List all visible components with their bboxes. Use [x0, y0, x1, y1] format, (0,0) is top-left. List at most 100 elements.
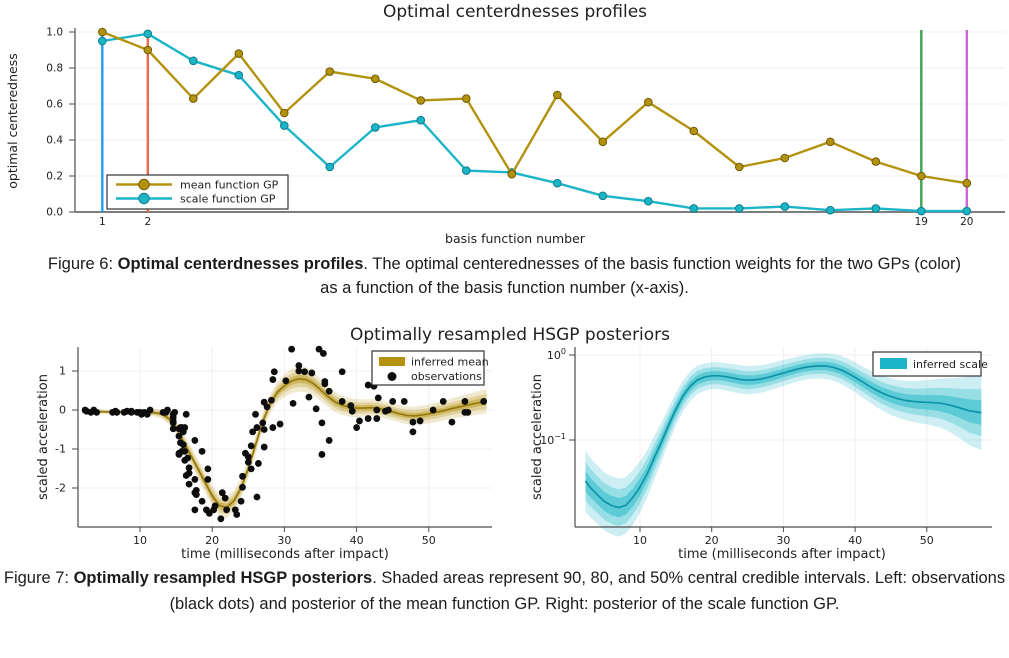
figure6-caption-prefix: Figure 6:: [47, 255, 118, 273]
observation-dot: [318, 451, 326, 458]
y-tick-label: 10−1: [540, 432, 566, 447]
y-tick-label: 0.8: [46, 63, 63, 75]
observation-dot: [191, 476, 199, 483]
y-tick-label: 0.0: [46, 207, 63, 219]
observation-dot: [464, 408, 472, 416]
legend-dot-swatch: [387, 372, 397, 381]
legend-box: [106, 174, 289, 210]
observation-dot: [260, 443, 268, 451]
figure7-charts: Optimally resampled HSGP posteriors10-1-…: [36, 325, 992, 562]
observation-dot: [268, 396, 275, 404]
observation-dot: [191, 437, 199, 444]
observation-dot: [185, 464, 193, 472]
observation-dot: [318, 419, 326, 427]
observation-dot: [255, 460, 262, 467]
y-tick-label: 0.6: [46, 99, 63, 111]
y-tick-label: 0.4: [46, 135, 63, 147]
series-marker: [280, 108, 289, 118]
series-marker: [962, 206, 972, 216]
observation-dot: [239, 472, 246, 480]
scale-chart-legend: inferred scale: [872, 351, 988, 377]
mean-band-90: [82, 365, 487, 519]
scale-chart-axes: 100 10−1 10 20 30 40 50: [540, 347, 992, 547]
observation-dot: [146, 406, 154, 414]
observation-dot: [305, 393, 313, 401]
y-tick-label: 1.0: [46, 27, 63, 39]
observation-dot: [253, 493, 261, 501]
observation-dot: [321, 380, 329, 388]
series-marker: [234, 49, 244, 58]
y-tick-label: -1: [55, 443, 66, 456]
x-tick-label: 2: [144, 216, 151, 228]
legend-band-swatch: [880, 358, 907, 369]
series-marker: [189, 94, 198, 103]
legend-band-swatch: [379, 357, 405, 366]
series-marker: [143, 29, 153, 39]
series-marker: [780, 202, 790, 211]
series-marker: [735, 204, 744, 213]
figure7-caption: Figure 7: Optimally resampled HSGP poste…: [0, 566, 1009, 617]
observation-dot: [347, 402, 355, 410]
mean-chart-ylabel: scaled acceleration: [36, 374, 51, 500]
observation-dot: [325, 437, 333, 444]
bottom-charts-title: Optimally resampled HSGP posteriors: [350, 325, 670, 345]
observation-dot: [169, 425, 177, 433]
figure6-caption-text: Figure 6: Optimal centerdnesses profiles…: [40, 253, 970, 301]
observation-dot: [263, 403, 271, 411]
observation-dot: [217, 515, 225, 523]
series-marker: [416, 115, 426, 125]
legend-label: observations: [411, 370, 482, 383]
observation-dot: [295, 362, 303, 369]
series-marker: [917, 171, 926, 181]
observation-dot: [171, 408, 179, 416]
series-marker: [416, 96, 426, 105]
series-marker: [871, 157, 881, 166]
observation-dot: [244, 453, 252, 461]
series-marker: [553, 178, 562, 188]
observation-dot: [127, 407, 135, 415]
legend-label: scale function GP: [180, 192, 276, 205]
legend-marker-swatch: [138, 192, 150, 205]
top-chart-xlabel: basis function number: [445, 231, 586, 246]
scale-posterior-chart: 100 10−1 10 20 30 40 50 time (milliseconds afte…: [530, 347, 992, 562]
y-tick-label: 0.2: [46, 171, 63, 183]
scale-band-90: [585, 353, 982, 537]
observation-dot: [93, 408, 101, 416]
x-tick-label: 40: [848, 534, 862, 547]
x-tick-label: 20: [205, 534, 219, 547]
series-marker: [644, 196, 653, 206]
series-mean-function-GP: [98, 27, 972, 188]
observations: [81, 345, 488, 523]
observation-dot: [237, 497, 245, 505]
observation-dot: [308, 369, 316, 377]
legend-marker-swatch: [138, 178, 150, 191]
legend-label: mean function GP: [180, 178, 279, 191]
series-marker: [371, 74, 380, 84]
observation-dot: [384, 406, 392, 414]
x-tick-label: 30: [277, 534, 291, 547]
y-tick-label: -2: [55, 482, 66, 495]
figure7-caption-prefix: Figure 7:: [3, 569, 74, 587]
observation-dot: [192, 491, 200, 499]
series-line: [102, 32, 967, 213]
observation-dot: [416, 417, 424, 425]
series-marker: [689, 204, 699, 213]
mean-chart-axes: 10-1-210 20 30 40 50: [55, 347, 492, 547]
series-marker: [962, 178, 972, 188]
observation-dot: [184, 454, 192, 462]
y-tick-label: 100: [547, 347, 566, 362]
series-marker: [826, 205, 835, 215]
observation-dot: [276, 420, 284, 428]
scale-band-80: [585, 357, 982, 526]
observation-dot: [233, 511, 241, 518]
series-marker: [325, 162, 335, 172]
mean-band-80: [82, 370, 487, 515]
observation-dot: [269, 424, 277, 431]
observation-dot: [185, 480, 193, 488]
observation-dot: [185, 469, 193, 477]
observation-dot: [356, 417, 363, 425]
series-marker: [644, 97, 653, 107]
